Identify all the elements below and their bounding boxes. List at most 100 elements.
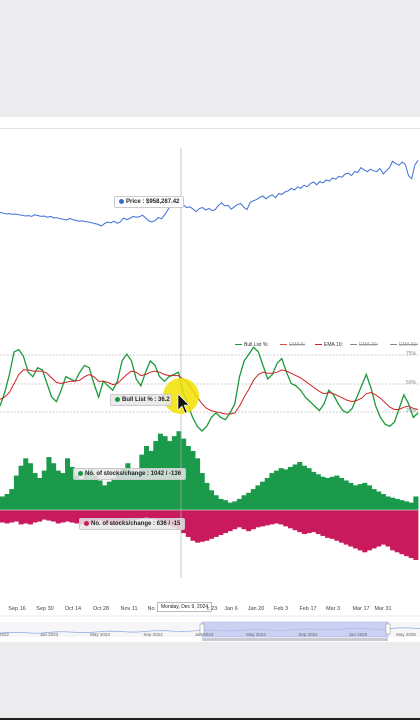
up-bar: [269, 473, 275, 510]
legend-ema20[interactable]: EMA 20:: [350, 342, 378, 348]
navigator[interactable]: [0, 615, 420, 641]
up-bar: [88, 469, 94, 510]
navigator-tick: May 2025: [396, 632, 416, 637]
up-bar: [348, 482, 354, 510]
down-bar: [23, 510, 29, 524]
navigator-tick: 2022: [0, 632, 10, 637]
down-bar: [334, 510, 340, 541]
legend-bull-list[interactable]: Bull List %:: [235, 342, 269, 348]
down-bar: [102, 510, 108, 523]
down-bar: [153, 510, 159, 520]
x-tick: Oct 14: [64, 606, 82, 612]
down-bar: [408, 510, 414, 559]
down-bar: [46, 510, 52, 521]
down-bar: [413, 510, 419, 560]
up-bar: [92, 475, 98, 510]
x-tick: Jan 20: [247, 606, 265, 612]
x-tick: Oct 28: [92, 606, 110, 612]
up-bar: [301, 465, 307, 510]
down-bar: [306, 510, 312, 534]
down-bar: [120, 510, 126, 523]
down-bar: [362, 510, 368, 553]
up-bar: [55, 470, 61, 510]
cursor-highlight: [163, 378, 199, 414]
down-bar: [65, 510, 71, 522]
down-bar: [106, 510, 112, 525]
x-tick: Mar 31: [374, 606, 392, 612]
down-bar: [357, 510, 363, 551]
down-bar: [269, 510, 275, 525]
up-bar: [83, 473, 89, 510]
down-bar: [274, 510, 280, 524]
x-tick: Nov 11: [120, 606, 138, 612]
down-bar: [264, 510, 270, 526]
navigator-handle-right: [385, 623, 391, 635]
navigator-tick: Sep 2024: [298, 632, 318, 637]
down-bar: [74, 510, 80, 524]
level-25: 25%: [406, 408, 417, 414]
up-bar: [283, 469, 289, 510]
down-bar: [352, 510, 359, 549]
up-bar: [74, 475, 80, 510]
down-bar: [157, 510, 163, 522]
up-bar: [204, 482, 210, 510]
up-bar: [69, 466, 75, 510]
up-bar: [325, 478, 331, 510]
up-bar: [408, 502, 414, 510]
down-bar: [88, 510, 94, 524]
legend-ema50[interactable]: EMA 50:: [390, 342, 418, 348]
up-bar: [250, 489, 256, 510]
bull-list-line: [0, 346, 419, 432]
down-bar: [9, 510, 15, 523]
up-bar: [287, 466, 293, 510]
down-bar: [283, 510, 289, 527]
up-bar: [111, 478, 117, 510]
up-bar: [236, 498, 242, 510]
up-bar: [413, 496, 419, 510]
up-bar: [148, 450, 154, 510]
down-bar: [18, 510, 24, 525]
down-bar: [287, 510, 293, 529]
up-bar: [297, 462, 303, 510]
down-bar: [204, 510, 210, 541]
down-bar: [385, 510, 391, 547]
up-bar: [4, 494, 10, 510]
navigator-tick: Jan 2024: [194, 632, 214, 637]
stocks-change-bars: [0, 431, 420, 560]
down-bar: [376, 510, 382, 547]
price-line: [0, 160, 419, 227]
down-bar: [97, 510, 103, 521]
up-bar: [9, 489, 15, 510]
up-bar: [390, 497, 396, 510]
down-bar: [343, 510, 349, 545]
up-bar: [362, 482, 368, 510]
down-bar: [83, 510, 89, 526]
x-tick: Mar 17: [352, 606, 370, 612]
navigator-tick: Jan 2023: [39, 632, 59, 637]
down-bar: [195, 510, 201, 543]
x-tick: Sep 16: [8, 606, 26, 612]
up-bar: [139, 454, 145, 510]
screen-edge: [0, 718, 420, 720]
up-bar: [352, 485, 359, 510]
down-bar: [371, 510, 377, 549]
down-bar: [60, 510, 66, 523]
down-bar: [162, 510, 168, 524]
up-bar: [46, 457, 52, 510]
down-bar: [32, 510, 38, 523]
up-bar: [23, 458, 29, 510]
down-bar: [227, 510, 233, 532]
bottom-band: [0, 642, 420, 720]
level-75: 75%: [406, 351, 417, 357]
down-bar: [130, 510, 136, 521]
up-bar: [339, 478, 345, 510]
up-bar: [371, 489, 377, 510]
down-bar: [41, 510, 47, 520]
legend-ema5[interactable]: EMA 5:: [280, 342, 305, 348]
up-bar: [376, 491, 382, 510]
up-bar: [27, 463, 33, 510]
down-bar: [329, 510, 335, 539]
down-bar: [236, 510, 242, 528]
up-bar: [357, 484, 363, 510]
legend-ema10[interactable]: EMA 10:: [315, 342, 343, 348]
